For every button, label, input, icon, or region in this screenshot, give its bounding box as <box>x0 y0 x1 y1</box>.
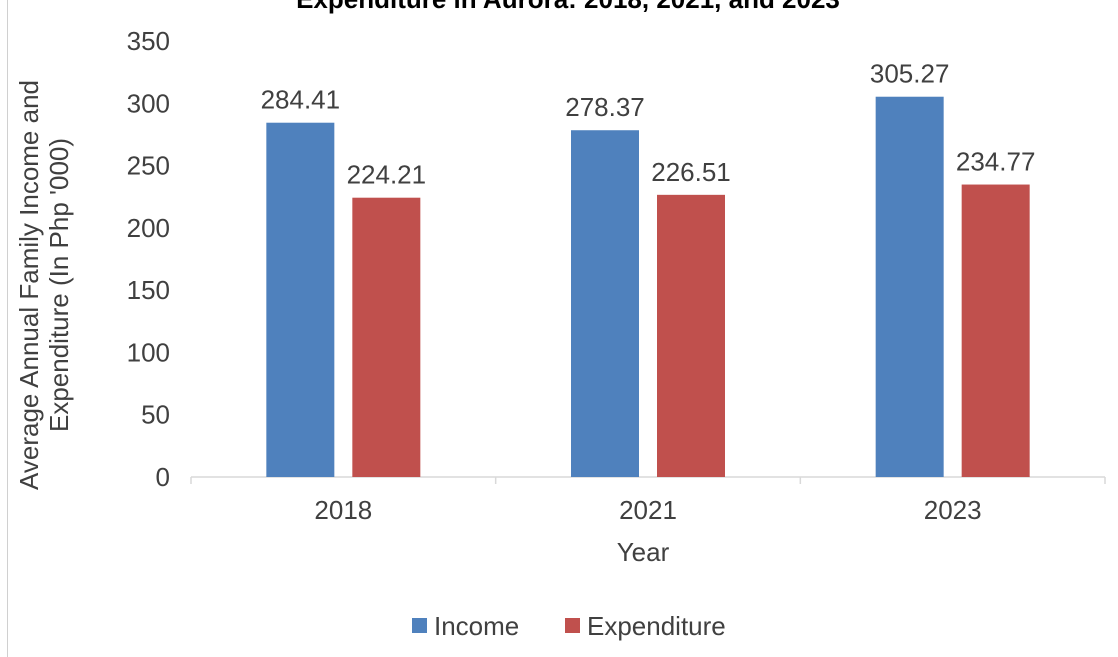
x-axis-title: Year <box>617 537 670 567</box>
data-label-expenditure-2018: 224.21 <box>347 160 427 190</box>
y-tick-label-3: 150 <box>127 275 170 305</box>
y-tick-label-1: 50 <box>141 400 170 430</box>
bar-expenditure-2023 <box>961 184 1030 478</box>
y-axis-title-line-1: Average Annual Family Income and <box>14 80 44 490</box>
chart-frame: Expenditure in Aurora: 2018, 2021, and 2… <box>7 0 1118 657</box>
y-tick-label-7: 350 <box>127 26 170 56</box>
legend-swatch-income <box>412 618 427 633</box>
chart-title: Expenditure in Aurora: 2018, 2021, and 2… <box>296 0 840 14</box>
data-label-income-2018: 284.41 <box>261 85 341 115</box>
chart: Expenditure in Aurora: 2018, 2021, and 2… <box>14 0 1106 641</box>
bar-expenditure-2021 <box>657 194 725 477</box>
y-tick-label-6: 300 <box>127 88 170 118</box>
legend-label-expenditure: Expenditure <box>587 611 726 641</box>
plot-area: 0 50 100 150 200 250 300 350 2018 284.41 224.21 202… <box>127 26 1106 525</box>
legend-swatch-expenditure <box>565 618 580 633</box>
y-axis-title-line-2: Expenditure (In Php '000) <box>44 138 74 432</box>
data-label-expenditure-2021: 226.51 <box>651 157 731 187</box>
bar-income-2023 <box>875 96 944 478</box>
y-axis-title: Average Annual Family Income and Expendi… <box>14 80 74 490</box>
y-tick-label-2: 100 <box>127 337 170 367</box>
legend-label-income: Income <box>434 611 519 641</box>
bar-income-2021 <box>571 130 639 477</box>
bar-expenditure-2018 <box>352 197 421 477</box>
y-tick-label-5: 250 <box>127 151 170 181</box>
data-label-income-2021: 278.37 <box>565 92 645 122</box>
x-tick-label-0: 2018 <box>314 495 372 525</box>
y-tick-label-0: 0 <box>156 462 170 492</box>
bar-income-2018 <box>266 122 335 478</box>
legend: Income Expenditure <box>412 611 726 641</box>
y-tick-label-4: 200 <box>127 213 170 243</box>
x-tick-label-2: 2023 <box>924 495 982 525</box>
x-tick-label-1: 2021 <box>619 495 677 525</box>
data-label-income-2023: 305.27 <box>870 59 950 89</box>
data-label-expenditure-2023: 234.77 <box>956 147 1036 177</box>
